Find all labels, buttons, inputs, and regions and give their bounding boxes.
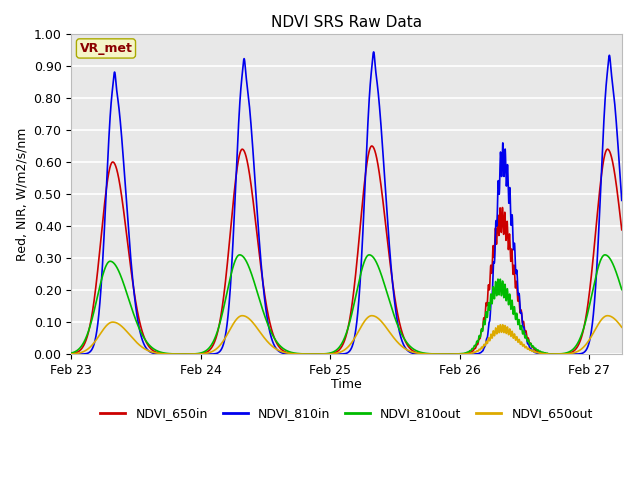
X-axis label: Time: Time [331, 378, 362, 391]
Y-axis label: Red, NIR, W/m2/s/nm: Red, NIR, W/m2/s/nm [15, 127, 28, 261]
Text: VR_met: VR_met [79, 42, 132, 55]
Title: NDVI SRS Raw Data: NDVI SRS Raw Data [271, 15, 422, 30]
Legend: NDVI_650in, NDVI_810in, NDVI_810out, NDVI_650out: NDVI_650in, NDVI_810in, NDVI_810out, NDV… [95, 402, 598, 425]
